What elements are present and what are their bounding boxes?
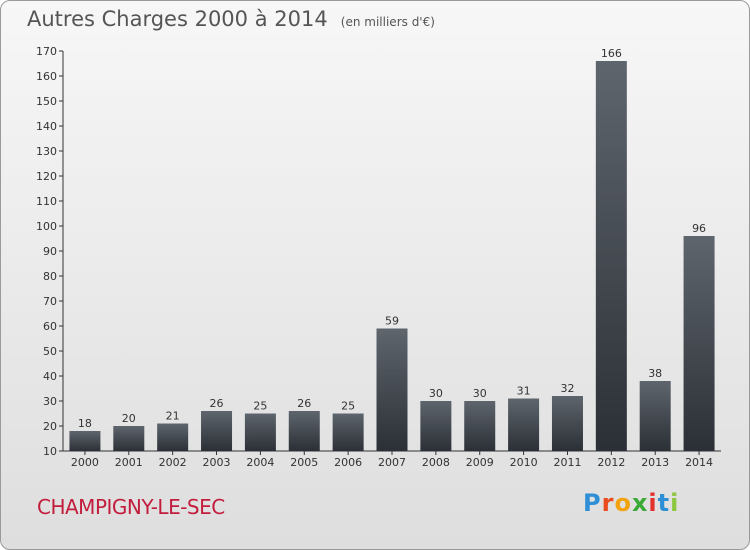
y-tick-label: 160 [36, 70, 57, 83]
x-tick-label: 2011 [553, 456, 581, 469]
x-axis: 2000 2001 2002 2003 2004 2005 2006 2007 2008 2009… [63, 450, 721, 469]
chart-subtitle: (en milliers d'€) [340, 15, 435, 29]
bar [113, 426, 145, 451]
y-tick-label: 90 [43, 245, 57, 258]
bar-value-label: 96 [692, 222, 706, 235]
y-tick-label: 170 [36, 45, 57, 58]
bar-value-label: 166 [601, 47, 622, 60]
bar-value-label: 32 [560, 382, 574, 395]
logo-letter: i [648, 489, 658, 517]
bar-value-label: 30 [473, 387, 487, 400]
x-tick-label: 2012 [597, 456, 625, 469]
chart-title: Autres Charges 2000 à 2014 [27, 7, 328, 31]
x-tick-label: 2009 [466, 456, 494, 469]
y-tick-label: 20 [43, 420, 57, 433]
logo-letter: o [614, 489, 632, 517]
bar [508, 398, 540, 451]
bar [683, 236, 715, 451]
y-tick-label: 30 [43, 395, 57, 408]
x-tick-label: 2003 [203, 456, 231, 469]
y-tick-label: 150 [36, 95, 57, 108]
bar [201, 411, 233, 451]
y-tick-label: 50 [43, 345, 57, 358]
logo-letter: t [657, 489, 671, 517]
bar [595, 61, 627, 451]
y-tick-label: 130 [36, 145, 57, 158]
bar-value-label: 31 [517, 385, 531, 398]
x-tick-label: 2000 [71, 456, 99, 469]
bar [244, 413, 276, 451]
y-axis: 10 20 30 40 50 60 70 80 90 100 110 120 130 140 150 160 1… [36, 45, 64, 458]
bar-value-label: 26 [297, 397, 311, 410]
y-tick-label: 140 [36, 120, 57, 133]
bar [157, 423, 189, 451]
y-tick-label: 60 [43, 320, 57, 333]
y-tick-label: 120 [36, 170, 57, 183]
bar-value-label: 38 [648, 367, 662, 380]
place-label: CHAMPIGNY-LE-SEC [37, 495, 225, 519]
bar [332, 413, 364, 451]
bar-value-label: 21 [166, 410, 180, 423]
x-tick-label: 2006 [334, 456, 362, 469]
proxiti-logo: Proxiti [583, 489, 679, 517]
bar [420, 401, 452, 451]
bar-value-label: 26 [210, 397, 224, 410]
bar [464, 401, 496, 451]
logo-letter: r [601, 489, 615, 517]
logo-letter: i [670, 489, 680, 517]
y-tick-label: 10 [43, 445, 57, 458]
x-tick-label: 2001 [115, 456, 143, 469]
bar-value-label: 25 [341, 400, 355, 413]
bar [376, 328, 408, 451]
y-tick-label: 70 [43, 295, 57, 308]
bar-value-label: 59 [385, 315, 399, 328]
x-tick-label: 2004 [246, 456, 274, 469]
bar-value-label: 20 [122, 412, 136, 425]
bar-value-label: 18 [78, 417, 92, 430]
x-tick-label: 2014 [685, 456, 713, 469]
logo-letter: x [631, 489, 649, 517]
x-tick-label: 2010 [510, 456, 538, 469]
bar-value-label: 25 [253, 400, 267, 413]
y-tick-label: 40 [43, 370, 57, 383]
x-tick-label: 2007 [378, 456, 406, 469]
y-tick-label: 80 [43, 270, 57, 283]
bar [551, 396, 583, 451]
bar [288, 411, 320, 451]
bar [639, 381, 671, 451]
x-tick-label: 2013 [641, 456, 669, 469]
x-tick-label: 2008 [422, 456, 450, 469]
x-tick-label: 2005 [290, 456, 318, 469]
bar-value-label: 30 [429, 387, 443, 400]
x-tick-label: 2002 [159, 456, 187, 469]
bar [69, 431, 101, 451]
y-tick-label: 100 [36, 220, 57, 233]
title-row: Autres Charges 2000 à 2014 (en milliers … [27, 7, 435, 31]
bars: 18 20 21 26 25 26 25 59 30 30 31 32 166 38 96 [69, 47, 715, 451]
y-tick-label: 110 [36, 195, 57, 208]
logo-letter: P [583, 489, 602, 517]
